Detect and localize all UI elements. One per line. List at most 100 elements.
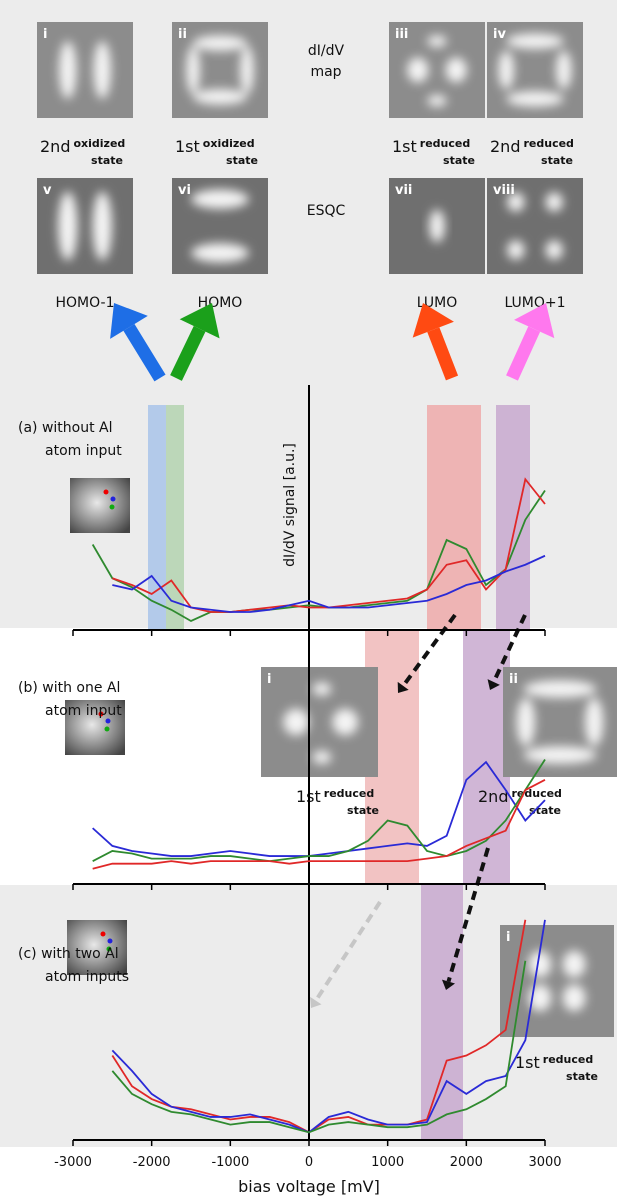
map-label: map bbox=[310, 64, 341, 80]
image-blob bbox=[58, 191, 78, 261]
image-blob bbox=[92, 191, 112, 261]
signal-line bbox=[92, 759, 546, 863]
arrow-shaft bbox=[314, 900, 382, 1002]
panel-label: atom input bbox=[45, 703, 122, 719]
image-blob bbox=[332, 708, 359, 736]
arrow-head bbox=[487, 679, 500, 690]
tip-position bbox=[109, 504, 115, 510]
x-tick-label: -3000 bbox=[54, 1155, 92, 1170]
caption-sup: reduced bbox=[543, 1053, 593, 1066]
caption-sub: state bbox=[566, 1070, 598, 1083]
tip-position bbox=[98, 711, 104, 717]
signal-line bbox=[92, 779, 546, 870]
x-tick-label: -1000 bbox=[211, 1155, 249, 1170]
image-blob bbox=[429, 209, 445, 243]
arrow-shaft bbox=[491, 614, 527, 683]
arrow-head bbox=[310, 996, 322, 1008]
image-caption: 2nd reduced bbox=[478, 787, 562, 806]
signal-line bbox=[112, 554, 546, 613]
image-blobs bbox=[283, 682, 359, 764]
arrow-head bbox=[441, 979, 456, 990]
calc-label: ESQC bbox=[307, 203, 346, 219]
image-frame bbox=[500, 925, 614, 1037]
x-tick-label: 2000 bbox=[450, 1155, 483, 1170]
image-blob bbox=[186, 46, 200, 94]
image-numeral: vi bbox=[178, 183, 191, 198]
image-blob bbox=[523, 680, 597, 698]
image-blob bbox=[240, 46, 254, 94]
x-tick-label: 1000 bbox=[371, 1155, 404, 1170]
image-blobs bbox=[528, 950, 586, 1012]
y-axis-label: dI/dV signal [a.u.] bbox=[282, 443, 298, 567]
caption-main: 2nd bbox=[478, 787, 508, 806]
image-blob bbox=[562, 950, 586, 978]
arrow-shaft bbox=[170, 325, 206, 381]
panel-label: atom inputs bbox=[45, 969, 129, 985]
arrow-head bbox=[514, 303, 555, 339]
arrow-head bbox=[110, 303, 148, 339]
caption-main: 2nd bbox=[40, 137, 70, 156]
caption-sup: reduced bbox=[420, 137, 470, 150]
image-numeral: vii bbox=[395, 183, 412, 198]
image-numeral: i bbox=[43, 27, 47, 42]
image-blob bbox=[191, 189, 249, 209]
energy-band bbox=[463, 630, 510, 884]
image-blob bbox=[545, 192, 563, 212]
image-blobs bbox=[191, 189, 249, 263]
tip-position bbox=[100, 931, 106, 937]
image-blobs bbox=[507, 192, 563, 260]
image-blob bbox=[528, 950, 552, 978]
image-caption: LUMO+1 bbox=[504, 295, 565, 311]
image-blob bbox=[585, 697, 604, 747]
signal-line bbox=[92, 760, 546, 857]
panel-label: (a) without Al bbox=[18, 420, 113, 436]
image-blob bbox=[545, 240, 563, 260]
image-blob bbox=[507, 192, 525, 212]
image-blob bbox=[93, 41, 111, 99]
image-numeral: viii bbox=[493, 183, 515, 198]
caption-sub: state bbox=[541, 154, 573, 167]
image-blobs bbox=[498, 33, 572, 107]
x-tick-label: -2000 bbox=[133, 1155, 171, 1170]
image-numeral: iv bbox=[493, 27, 506, 42]
caption-sup: reduced bbox=[523, 137, 573, 150]
signal-line bbox=[111, 919, 546, 1134]
image-blob bbox=[407, 57, 429, 83]
tip-position bbox=[103, 489, 109, 495]
arrow-shaft bbox=[123, 323, 166, 382]
image-blobs bbox=[186, 35, 254, 105]
panel-label: (b) with one Al bbox=[18, 680, 120, 696]
arrow-shaft bbox=[506, 326, 541, 381]
signal-line bbox=[91, 489, 546, 623]
tip-position bbox=[104, 726, 110, 732]
image-numeral: ii bbox=[178, 27, 187, 42]
molecule-thumbnail bbox=[70, 478, 130, 533]
caption-sup: reduced bbox=[324, 787, 374, 800]
tip-position bbox=[106, 946, 112, 952]
image-frame bbox=[487, 178, 583, 274]
caption-sub: state bbox=[443, 154, 475, 167]
image-numeral: ii bbox=[509, 672, 518, 687]
map-label: dI/dV bbox=[308, 43, 345, 59]
energy-band bbox=[427, 405, 481, 630]
image-blobs bbox=[407, 35, 467, 107]
caption-sub: state bbox=[347, 804, 379, 817]
arrow-head bbox=[179, 303, 220, 339]
energy-band bbox=[421, 884, 463, 1140]
x-tick-label: 3000 bbox=[528, 1155, 561, 1170]
image-blob bbox=[562, 984, 586, 1012]
image-blob bbox=[516, 697, 535, 747]
image-blob bbox=[427, 94, 447, 107]
caption-main: 1st bbox=[515, 1053, 540, 1072]
tip-position bbox=[105, 718, 111, 724]
panel-label: (c) with two Al bbox=[18, 946, 119, 962]
image-caption: 2nd reduced bbox=[490, 137, 574, 156]
caption-sup: reduced bbox=[511, 787, 561, 800]
image-blob bbox=[312, 750, 332, 764]
molecule-thumbnail bbox=[65, 700, 125, 755]
image-blobs bbox=[429, 209, 445, 243]
caption-sub: state bbox=[226, 154, 258, 167]
arrow-head bbox=[397, 681, 409, 693]
